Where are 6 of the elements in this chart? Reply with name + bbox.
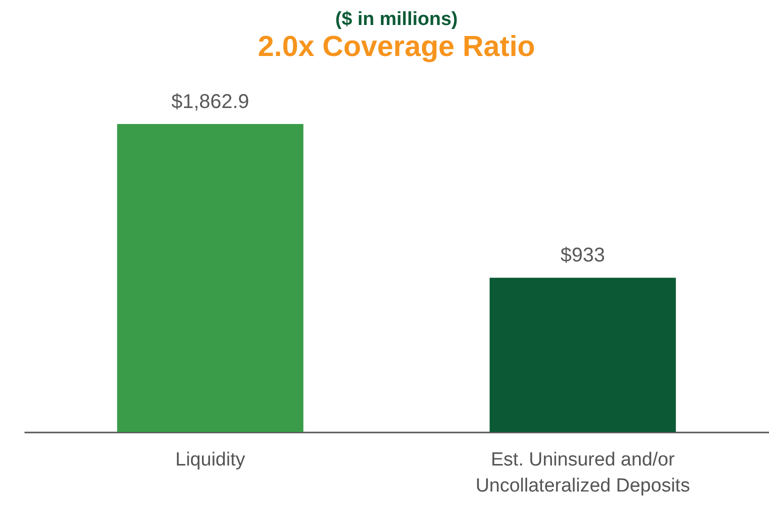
- chart-subtitle: ($ in millions): [335, 9, 458, 30]
- chart-title: 2.0x Coverage Ratio: [258, 31, 536, 63]
- data-label: $933: [560, 244, 605, 267]
- x-tick-label: Est. Uninsured and/or Uncollateralized Deposits: [476, 450, 690, 496]
- data-label: $1,862.9: [171, 91, 250, 113]
- x-tick-label: Liquidity: [175, 450, 246, 470]
